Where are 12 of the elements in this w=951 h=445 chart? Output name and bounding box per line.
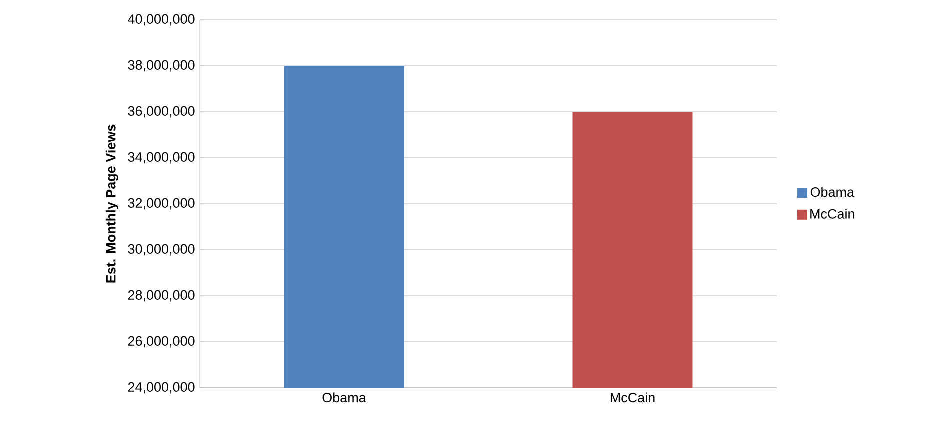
legend-label: Obama bbox=[810, 187, 855, 198]
y-tick-label: 40,000,000 bbox=[128, 14, 195, 26]
y-tick-label: 34,000,000 bbox=[128, 152, 195, 164]
y-axis-title: Est. Monthly Page Views bbox=[106, 124, 119, 283]
y-tick-label: 28,000,000 bbox=[128, 290, 195, 302]
y-tick-label: 32,000,000 bbox=[128, 198, 195, 210]
y-tick-label: 24,000,000 bbox=[128, 382, 195, 394]
y-tick-label: 30,000,000 bbox=[128, 244, 195, 256]
legend-label: McCain bbox=[810, 208, 854, 219]
y-tick-label: 38,000,000 bbox=[128, 60, 195, 72]
y-tick-label: 36,000,000 bbox=[128, 106, 195, 118]
y-tick-label: 26,000,000 bbox=[128, 336, 195, 348]
